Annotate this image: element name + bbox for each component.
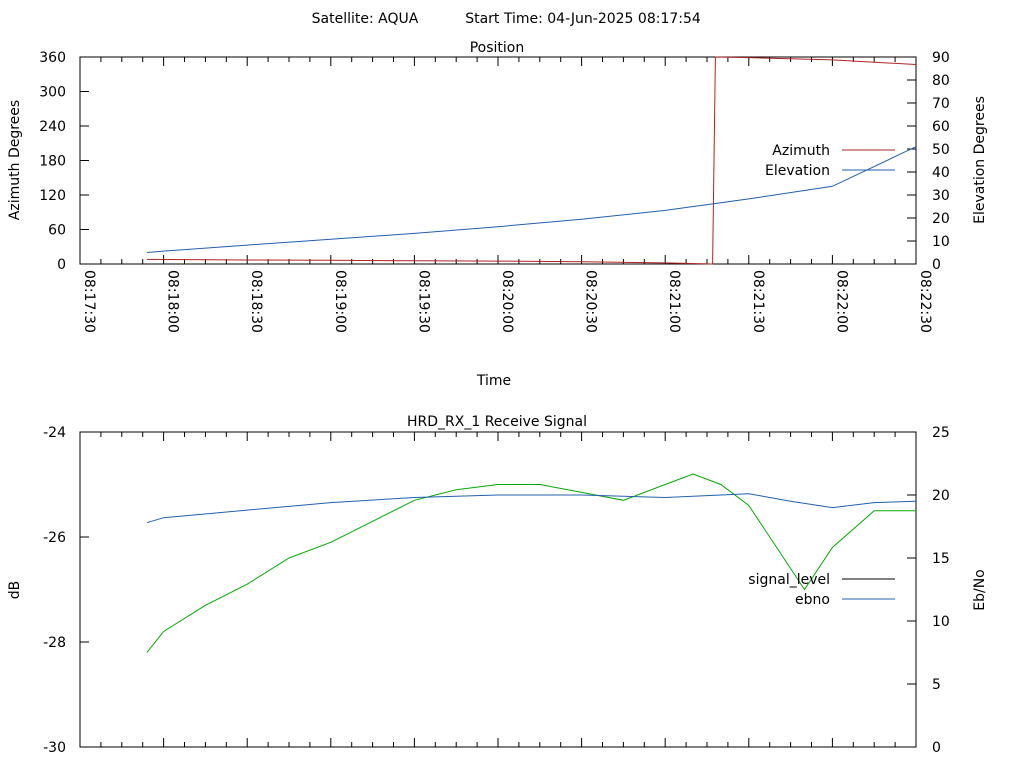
y-tick-label: 180 — [39, 154, 66, 170]
y-tick-label: -28 — [43, 635, 66, 651]
x-tick-label: 08:17:30 — [81, 270, 97, 333]
y2-tick-label: 80 — [932, 73, 950, 89]
position-y-axis-label: Azimuth Degrees — [7, 100, 23, 220]
y2-tick-label: 0 — [932, 257, 941, 273]
y-tick-label: 0 — [57, 257, 66, 273]
series-line-ebno — [146, 493, 917, 524]
y-tick-label: -30 — [43, 740, 66, 756]
y2-tick-label: 10 — [932, 614, 950, 630]
y2-tick-label: 60 — [932, 119, 950, 135]
signal-y2-axis-label: Eb/No — [972, 569, 988, 611]
y2-tick-label: 50 — [932, 142, 950, 158]
legend-label: Elevation — [765, 163, 830, 179]
y-tick-label: 360 — [39, 50, 66, 66]
y-tick-label: 300 — [39, 85, 66, 101]
legend-label: signal_level — [748, 572, 830, 588]
y2-tick-label: 15 — [932, 551, 950, 567]
y-tick-label: 60 — [48, 223, 66, 239]
y2-tick-label: 0 — [932, 740, 941, 756]
y2-tick-label: 40 — [932, 165, 950, 181]
x-tick-label: 08:19:30 — [415, 270, 431, 333]
x-tick-label: 08:20:30 — [583, 270, 599, 333]
signal-chart-title: HRD_RX_1 Receive Signal — [407, 414, 587, 430]
x-tick-label: 08:21:00 — [666, 270, 682, 333]
series-line-azimuth — [146, 56, 917, 265]
legend-label: Azimuth — [772, 143, 830, 159]
x-tick-label: 08:20:00 — [499, 270, 515, 333]
x-tick-label: 08:18:00 — [165, 270, 181, 333]
y2-tick-label: 20 — [932, 488, 950, 504]
x-tick-label: 08:18:30 — [248, 270, 264, 333]
y-tick-label: -24 — [43, 425, 66, 441]
y2-tick-label: 5 — [932, 677, 941, 693]
position-x-axis-label: Time — [476, 373, 511, 389]
y-tick-label: -26 — [43, 530, 66, 546]
signal-y-axis-label: dB — [7, 581, 23, 600]
x-tick-label: 08:22:00 — [833, 270, 849, 333]
position-y2-axis-label: Elevation Degrees — [972, 96, 988, 224]
y2-tick-label: 30 — [932, 188, 950, 204]
y2-tick-label: 20 — [932, 211, 950, 227]
signal-plot-frame — [79, 431, 917, 748]
x-tick-label: 08:21:30 — [750, 270, 766, 333]
series-line-elevation — [146, 146, 917, 253]
x-tick-label: 08:19:00 — [332, 270, 348, 333]
y-tick-label: 120 — [39, 188, 66, 204]
y2-tick-label: 90 — [932, 50, 950, 66]
position-chart-title: Position — [470, 40, 525, 56]
y-tick-label: 240 — [39, 119, 66, 135]
x-tick-label: 08:22:30 — [917, 270, 933, 333]
y2-tick-label: 10 — [932, 234, 950, 250]
series-line-signal-level — [146, 473, 916, 653]
y2-tick-label: 25 — [932, 425, 950, 441]
legend-label: ebno — [795, 592, 830, 608]
satellite-label: Satellite: AQUA — [312, 11, 419, 27]
y2-tick-label: 70 — [932, 96, 950, 112]
position-plot-frame — [79, 56, 917, 265]
start-time-label: Start Time: 04-Jun-2025 08:17:54 — [465, 11, 701, 27]
